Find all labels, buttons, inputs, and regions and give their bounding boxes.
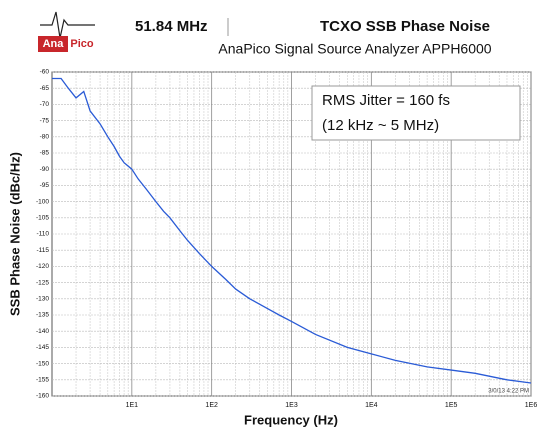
y-tick-label: -115	[36, 247, 49, 254]
y-tick-label: -100	[36, 198, 49, 205]
chart-subtitle: AnaPico Signal Source Analyzer APPH6000	[218, 41, 491, 57]
y-tick-label: -85	[40, 150, 50, 157]
timestamp: 3/0/13 4:22 PM	[488, 389, 529, 395]
carrier-label: 51.84 MHz	[135, 18, 208, 35]
x-tick-label: 1E4	[365, 402, 378, 409]
logo: Ana Pico	[38, 11, 95, 52]
y-tick-label: -120	[36, 263, 49, 270]
y-tick-label: -105	[36, 215, 49, 222]
y-tick-label: -130	[36, 296, 49, 303]
x-tick-label: 1E1	[126, 402, 139, 409]
y-tick-label: -110	[36, 231, 49, 238]
y-tick-label: -135	[36, 312, 49, 319]
y-tick-label: -80	[40, 134, 50, 141]
x-axis-title: Frequency (Hz)	[244, 412, 338, 427]
y-tick-label: -60	[40, 69, 50, 76]
logo-text: Ana	[43, 38, 65, 50]
y-tick-label: -140	[36, 328, 49, 335]
x-tick-label: 1E6	[525, 402, 538, 409]
y-tick-label: -155	[36, 377, 49, 384]
y-axis-title: SSB Phase Noise (dBc/Hz)	[7, 152, 22, 316]
y-tick-label: -160	[36, 393, 49, 400]
annotation: (12 kHz ~ 5 MHz)	[322, 117, 439, 134]
x-tick-label: 1E2	[205, 402, 218, 409]
y-tick-label: -150	[36, 360, 49, 367]
chart-title: TCXO SSB Phase Noise	[320, 18, 490, 35]
annotation: RMS Jitter = 160 fs	[322, 92, 450, 109]
y-tick-label: -95	[40, 182, 50, 189]
y-tick-label: -145	[36, 344, 49, 351]
y-tick-label: -65	[40, 85, 50, 92]
y-tick-label: -125	[36, 279, 49, 286]
x-tick-label: 1E5	[445, 402, 458, 409]
x-tick-label: 1E3	[285, 402, 298, 409]
data-line	[52, 77, 532, 384]
y-tick-label: -90	[40, 166, 50, 173]
y-tick-label: -70	[40, 101, 50, 108]
logo-text: Pico	[70, 38, 94, 50]
annotation-box	[311, 85, 521, 141]
logo-box	[38, 36, 68, 52]
y-tick-label: -75	[40, 117, 50, 124]
